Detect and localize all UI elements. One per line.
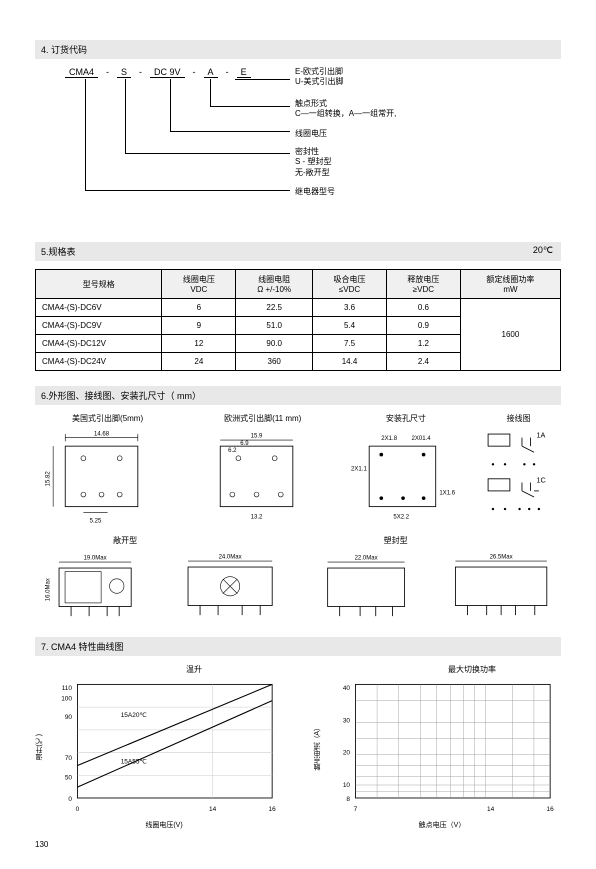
svg-text:50: 50: [65, 775, 73, 782]
temp-rise-title: 温升: [75, 664, 313, 675]
part-voltage: DC 9V: [150, 67, 185, 78]
part-contact: A: [204, 67, 218, 78]
section6-title: 6.外形图、接线图、安装孔尺寸（ mm）: [41, 391, 201, 401]
svg-text:15.82: 15.82: [46, 471, 52, 487]
part-pin: E: [237, 67, 251, 78]
svg-text:1X1.6: 1X1.6: [440, 491, 456, 497]
svg-text:26.5Max: 26.5Max: [489, 554, 512, 560]
th-voltage: 线圈电压 VDC: [162, 270, 236, 299]
th-power: 额定线圈功率 mW: [460, 270, 560, 299]
svg-text:0: 0: [76, 806, 80, 813]
svg-text:100: 100: [61, 696, 72, 703]
open-label: 敞开型: [95, 535, 155, 546]
wiring-diagram: 1A 1C: [476, 428, 561, 525]
svg-text:14: 14: [487, 806, 495, 813]
eu-pin-label: 欧洲式引出脚(11 mm): [190, 413, 335, 424]
us-pin-diagram: 14.68 15.82 5.25: [35, 428, 180, 525]
us-pin-label: 美国式引出脚(5mm): [35, 413, 180, 424]
eu-pin-diagram: 15.9 6.9 6.2 13.2: [190, 428, 335, 525]
svg-text:0: 0: [68, 796, 72, 803]
desc-voltage: 线圈电压: [295, 129, 327, 139]
svg-text:1C: 1C: [537, 475, 546, 484]
svg-text:7: 7: [354, 806, 358, 813]
mount-diagram: 2X1.8 2X01.4 2X1.1 1X1.6 5X2.2: [345, 428, 466, 525]
svg-text:24.0Max: 24.0Max: [219, 554, 242, 560]
page-number: 130: [35, 840, 561, 849]
open-profile-2: 24.0Max: [170, 549, 290, 621]
section5-title: 5.规格表: [41, 247, 76, 257]
sealed-label: 塑封型: [366, 535, 426, 546]
section5-header: 5.规格表 20℃: [35, 242, 561, 261]
desc-model: 继电器型号: [295, 187, 335, 197]
svg-text:2X1.1: 2X1.1: [351, 466, 367, 472]
svg-text:30: 30: [343, 717, 351, 724]
svg-text:70: 70: [65, 755, 73, 762]
svg-text:15A55℃: 15A55℃: [121, 758, 147, 765]
temp-xlabel: 线圈电压(V): [45, 820, 283, 830]
open-profile-1: 19.0Max 16.0Max: [35, 550, 155, 622]
th-release: 释放电压 ≥VDC: [386, 270, 460, 299]
svg-text:5.25: 5.25: [90, 518, 102, 524]
desc-seal: 密封性 S - 塑封型 无-敞开型: [295, 147, 331, 178]
max-switching-title: 最大切换功率: [353, 664, 591, 675]
curves-container: 温升(℃) 温升 110 100 90 70 50 0 0: [35, 664, 561, 830]
svg-text:19.0Max: 19.0Max: [84, 555, 107, 561]
svg-text:2X1.8: 2X1.8: [382, 436, 398, 442]
section6-header: 6.外形图、接线图、安装孔尺寸（ mm）: [35, 386, 561, 405]
svg-text:16.0Max: 16.0Max: [45, 578, 51, 601]
svg-text:15A20℃: 15A20℃: [121, 712, 147, 719]
svg-text:22.0Max: 22.0Max: [354, 555, 377, 561]
svg-text:16: 16: [269, 806, 277, 813]
td-power-merged: 1600: [460, 299, 560, 371]
spec-table: 型号规格 线圈电压 VDC 线圈电阻 Ω +/-10% 吸合电压 ≤VDC 释放…: [35, 269, 561, 371]
section7-title: 7. CMA4 特性曲线图: [41, 642, 124, 652]
max-switching-chart: 40 30 20 10 8 7 14 16: [323, 679, 561, 820]
th-model: 型号规格: [36, 270, 162, 299]
svg-text:14: 14: [209, 806, 217, 813]
th-resistance: 线圈电阻 Ω +/-10%: [236, 270, 313, 299]
svg-text:6.2: 6.2: [228, 448, 237, 454]
svg-text:90: 90: [65, 714, 73, 721]
section4-header: 4. 订货代码: [35, 40, 561, 59]
order-code-diagram: CMA4 - S - DC 9V - A - E E-欧式引出脚 U-美式引出脚…: [65, 67, 561, 227]
table-row: CMA4-(S)-DC6V 6 22.5 3.6 0.6 1600: [36, 299, 561, 317]
table-header-row: 型号规格 线圈电压 VDC 线圈电阻 Ω +/-10% 吸合电压 ≤VDC 释放…: [36, 270, 561, 299]
svg-text:40: 40: [343, 685, 351, 692]
svg-text:10: 10: [343, 782, 351, 789]
svg-text:5X2.2: 5X2.2: [394, 515, 410, 521]
wiring-label: 接线图: [476, 413, 561, 424]
desc-pin: E-欧式引出脚 U-美式引出脚: [295, 67, 343, 88]
svg-text:20: 20: [343, 750, 351, 757]
svg-text:1A: 1A: [537, 431, 546, 440]
sealed-profile-1: 22.0Max: [306, 550, 426, 622]
desc-contact: 触点形式 C—一组转换，A—一组常开,: [295, 99, 396, 120]
svg-text:8: 8: [346, 796, 350, 803]
sealed-profile-2: 26.5Max: [441, 549, 561, 621]
section4-title: 4. 订货代码: [41, 45, 87, 55]
mount-label: 安装孔尺寸: [345, 413, 466, 424]
svg-text:14.68: 14.68: [94, 431, 110, 437]
part-seal: S: [117, 67, 131, 78]
temp-rise-chart: 110 100 90 70 50 0 0 14 16 15A20℃ 15A55℃: [45, 679, 283, 820]
section7-header: 7. CMA4 特性曲线图: [35, 637, 561, 656]
svg-text:16: 16: [547, 806, 555, 813]
temp-ylabel: 温升(℃): [35, 664, 45, 830]
svg-text:15.9: 15.9: [251, 434, 263, 440]
svg-text:2X01.4: 2X01.4: [412, 436, 432, 442]
switch-ylabel: 触点电流（A）: [313, 664, 323, 830]
section5-temp: 20℃: [533, 245, 553, 256]
th-pickup: 吸合电压 ≤VDC: [313, 270, 387, 299]
switch-xlabel: 触点电压（V）: [323, 820, 561, 830]
svg-text:13.2: 13.2: [251, 515, 263, 521]
svg-text:110: 110: [62, 685, 73, 692]
part-model: CMA4: [65, 67, 98, 78]
diagrams-container: 美国式引出脚(5mm) 14.68 15.82 5.25 欧洲式引出脚(11 m…: [35, 413, 561, 622]
svg-text:6.9: 6.9: [240, 441, 249, 447]
section-ordering: 4. 订货代码 CMA4 - S - DC 9V - A - E E-欧式引出脚…: [35, 40, 561, 227]
